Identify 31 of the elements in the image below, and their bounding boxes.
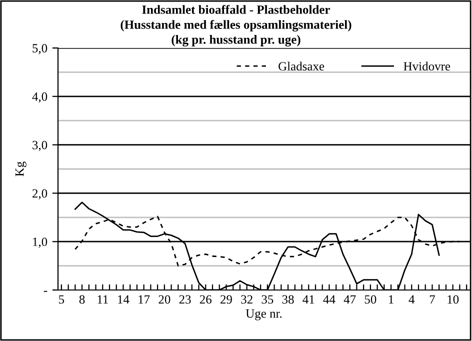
x-tick-label: 23 bbox=[179, 295, 191, 304]
chart-title: Indsamlet bioaffald - Plastbeholder (Husstande med fælles opsamlingsmateriel) (kg pr. husstand pr. uge) bbox=[120, 4, 352, 46]
y-axis-title: Kg bbox=[16, 162, 26, 176]
x-tick-label: 5 bbox=[59, 295, 64, 304]
y-tick-label: 2,0 bbox=[32, 189, 48, 200]
y-tick-label: 3,0 bbox=[32, 140, 48, 152]
y-tick-label: 1,0 bbox=[33, 238, 48, 248]
x-tick-label: 47 bbox=[344, 295, 356, 304]
legend-label: Gladsaxe bbox=[278, 62, 324, 71]
y-tick-label: 4,0 bbox=[32, 92, 48, 103]
x-tick-label: 32 bbox=[241, 295, 252, 304]
x-tick-label: 50 bbox=[364, 295, 376, 304]
x-tick-label: 26 bbox=[200, 295, 212, 304]
x-tick-label: 14 bbox=[118, 295, 130, 304]
x-tick-label: 8 bbox=[79, 295, 85, 304]
x-tick-label: 17 bbox=[138, 295, 150, 304]
x-tick-label: 29 bbox=[220, 295, 232, 304]
x-tick-label: 4 bbox=[408, 295, 415, 304]
x-tick-label: 41 bbox=[302, 295, 314, 304]
legend-label: Hvidovre bbox=[404, 62, 450, 71]
x-tick-label: 20 bbox=[158, 295, 170, 304]
x-tick-label: 35 bbox=[262, 295, 274, 304]
x-tick-label: 11 bbox=[98, 295, 108, 304]
x-axis-title: Uge nr. bbox=[246, 309, 282, 320]
x-tick-label: 7 bbox=[430, 295, 435, 304]
y-tick-label: - bbox=[44, 290, 48, 292]
x-tick-label: 38 bbox=[282, 295, 294, 304]
x-tick-label: 44 bbox=[323, 295, 336, 304]
y-tick-label: 5,0 bbox=[32, 44, 48, 54]
x-tick-label: 10 bbox=[448, 295, 459, 304]
x-tick-label: 1 bbox=[389, 295, 394, 304]
